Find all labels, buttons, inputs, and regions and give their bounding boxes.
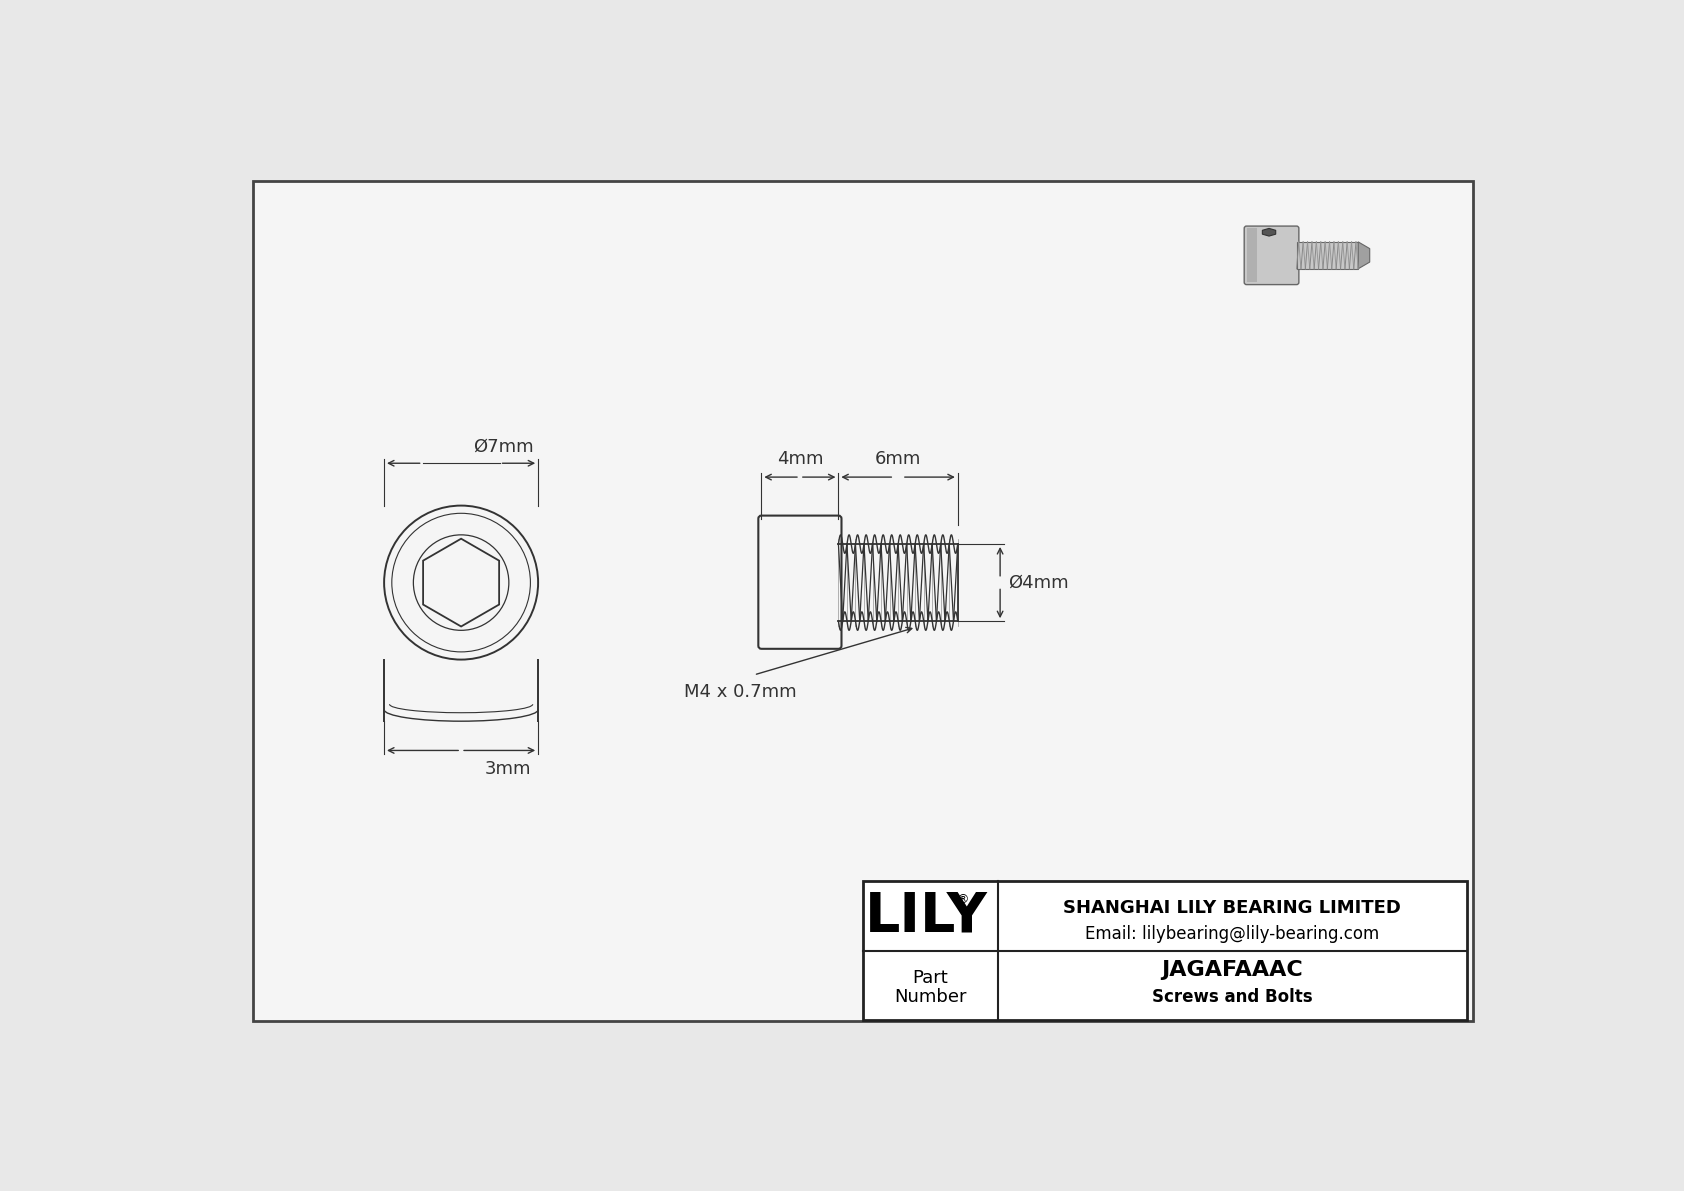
Text: Email: lilybearing@lily-bearing.com: Email: lilybearing@lily-bearing.com: [1084, 924, 1379, 943]
Polygon shape: [1263, 229, 1276, 236]
Text: SHANGHAI LILY BEARING LIMITED: SHANGHAI LILY BEARING LIMITED: [1063, 899, 1401, 917]
Bar: [862, 881, 1467, 1019]
FancyBboxPatch shape: [1244, 226, 1298, 285]
Text: M4 x 0.7mm: M4 x 0.7mm: [684, 682, 797, 700]
Text: 3mm: 3mm: [485, 760, 530, 778]
Text: Screws and Bolts: Screws and Bolts: [1152, 987, 1312, 1006]
Text: 4mm: 4mm: [776, 450, 823, 468]
Polygon shape: [1359, 242, 1369, 269]
Text: Ø4mm: Ø4mm: [1007, 574, 1068, 592]
Text: 6mm: 6mm: [876, 450, 921, 468]
Text: JAGAFAAAC: JAGAFAAAC: [1160, 960, 1303, 980]
Text: Number: Number: [894, 987, 967, 1006]
Bar: [1297, 242, 1359, 269]
Text: LILY: LILY: [866, 888, 987, 943]
Text: Ø7mm: Ø7mm: [473, 437, 534, 455]
Text: ®: ®: [957, 892, 968, 905]
Text: Part: Part: [913, 968, 948, 986]
Polygon shape: [1246, 229, 1258, 282]
